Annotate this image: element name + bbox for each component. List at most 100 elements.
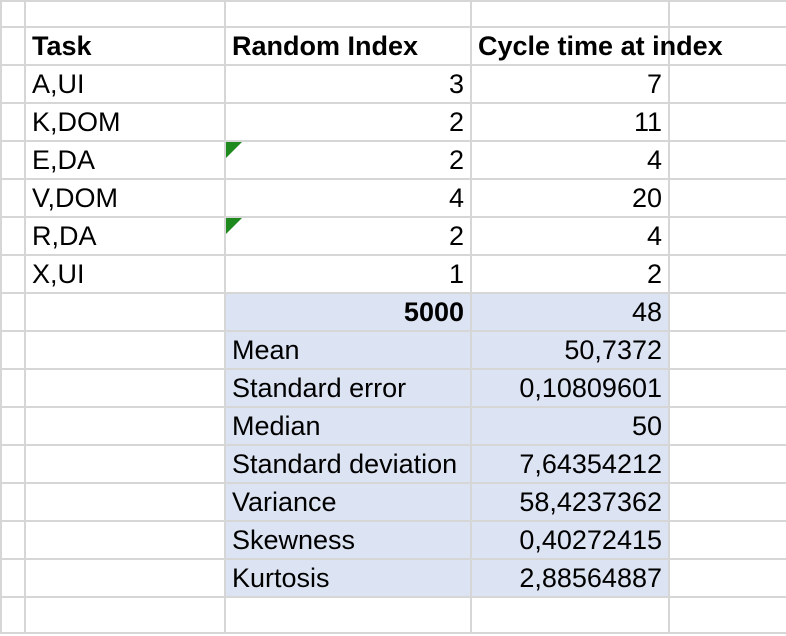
grid-cell[interactable] — [0, 368, 26, 408]
grid-cell[interactable] — [668, 558, 786, 598]
grid-cell[interactable] — [24, 444, 226, 484]
stat-value-cell[interactable]: 50,7372 — [470, 330, 670, 370]
stat-label-cell[interactable]: Median — [224, 406, 472, 446]
grid-cell[interactable] — [0, 26, 26, 66]
grid-cell[interactable] — [0, 520, 26, 560]
grid-cell[interactable] — [668, 102, 786, 142]
stat-row: Standard error 0,10809601 — [0, 368, 786, 408]
stat-label-cell[interactable]: Standard deviation — [224, 444, 472, 484]
cycle-time-cell[interactable]: 20 — [470, 178, 670, 218]
grid-cell[interactable] — [24, 558, 226, 598]
grid-cell[interactable] — [24, 520, 226, 560]
grid-cell[interactable] — [668, 216, 786, 256]
grid-cell[interactable] — [24, 406, 226, 446]
stat-row: Mean 50,7372 — [0, 330, 786, 370]
random-index-cell[interactable]: 2 — [224, 102, 472, 142]
comment-marker-icon[interactable] — [227, 219, 242, 234]
stat-label: Variance — [232, 487, 337, 517]
task-cell[interactable]: X,UI — [24, 254, 226, 294]
grid-cell[interactable] — [0, 406, 26, 446]
table-row: K,DOM 2 11 — [0, 102, 786, 142]
grid-cell[interactable] — [668, 482, 786, 522]
stat-label: Skewness — [232, 525, 356, 555]
grid-cell[interactable] — [0, 178, 26, 218]
random-index-value: 2 — [448, 145, 464, 175]
header-random-index-cell[interactable]: Random Index — [224, 26, 472, 66]
stat-value-cell[interactable]: 50 — [470, 406, 670, 446]
grid-cell[interactable] — [668, 64, 786, 104]
grid-cell[interactable] — [224, 596, 472, 634]
grid-cell[interactable] — [24, 330, 226, 370]
header-cycle-time-cell[interactable]: Cycle time at index — [470, 26, 723, 66]
grid-cell[interactable] — [24, 596, 226, 634]
grid-cell[interactable] — [668, 368, 786, 408]
stat-value-cell[interactable]: 58,4237362 — [470, 482, 670, 522]
grid-cell[interactable] — [0, 102, 26, 142]
table-row: V,DOM 4 20 — [0, 178, 786, 218]
grid-cell[interactable] — [24, 292, 226, 332]
grid-cell[interactable] — [24, 0, 226, 28]
grid-cell[interactable] — [668, 26, 786, 66]
grid-cell[interactable] — [0, 444, 26, 484]
task-cell[interactable]: V,DOM — [24, 178, 226, 218]
grid-cell[interactable] — [668, 520, 786, 560]
grid-cell[interactable] — [0, 140, 26, 180]
cycle-time-cell[interactable]: 2 — [470, 254, 670, 294]
cycle-time-cell[interactable]: 7 — [470, 64, 670, 104]
grid-cell[interactable] — [668, 254, 786, 294]
table-row: E,DA 2 4 — [0, 140, 786, 180]
cycle-time-cell[interactable]: 4 — [470, 216, 670, 256]
task-cell[interactable]: E,DA — [24, 140, 226, 180]
grid-cell[interactable] — [668, 0, 786, 28]
random-index-cell[interactable]: 1 — [224, 254, 472, 294]
stat-value-cell[interactable]: 2,88564887 — [470, 558, 670, 598]
grid-cell[interactable] — [668, 140, 786, 180]
random-index-cell[interactable]: 2 — [224, 216, 472, 256]
grid-cell[interactable] — [0, 596, 26, 634]
grid-cell[interactable] — [668, 596, 786, 634]
stat-label-cell[interactable]: Skewness — [224, 520, 472, 560]
summary-count-cell[interactable]: 5000 — [224, 292, 472, 332]
grid-cell[interactable] — [24, 368, 226, 408]
stat-value-cell[interactable]: 7,64354212 — [470, 444, 670, 484]
cycle-time-cell[interactable]: 4 — [470, 140, 670, 180]
grid-cell[interactable] — [0, 330, 26, 370]
grid-cell[interactable] — [668, 330, 786, 370]
summary-head-row: 5000 48 — [0, 292, 786, 332]
grid-cell[interactable] — [668, 178, 786, 218]
grid-cell[interactable] — [0, 292, 26, 332]
random-index-cell[interactable]: 4 — [224, 178, 472, 218]
random-index-cell[interactable]: 2 — [224, 140, 472, 180]
grid-cell[interactable] — [470, 0, 670, 28]
cycle-time-cell[interactable]: 11 — [470, 102, 670, 142]
stat-label: Standard error — [232, 373, 407, 403]
grid-row-bottom — [0, 596, 786, 634]
grid-cell[interactable] — [0, 64, 26, 104]
grid-cell[interactable] — [0, 0, 26, 28]
stat-label-cell[interactable]: Variance — [224, 482, 472, 522]
comment-marker-icon[interactable] — [227, 143, 242, 158]
grid-cell[interactable] — [668, 406, 786, 446]
grid-cell[interactable] — [0, 482, 26, 522]
task-cell[interactable]: A,UI — [24, 64, 226, 104]
grid-cell[interactable] — [668, 292, 786, 332]
grid-cell[interactable] — [0, 558, 26, 598]
header-task-cell[interactable]: Task — [24, 26, 226, 66]
summary-value-cell[interactable]: 48 — [470, 292, 670, 332]
stat-label-cell[interactable]: Kurtosis — [224, 558, 472, 598]
task-cell[interactable]: K,DOM — [24, 102, 226, 142]
grid-cell[interactable] — [24, 482, 226, 522]
stat-value-cell[interactable]: 0,10809601 — [470, 368, 670, 408]
stat-value-cell[interactable]: 0,40272415 — [470, 520, 670, 560]
random-index-cell[interactable]: 3 — [224, 64, 472, 104]
task-cell[interactable]: R,DA — [24, 216, 226, 256]
grid-cell[interactable] — [0, 216, 26, 256]
stat-label-cell[interactable]: Standard error — [224, 368, 472, 408]
stat-label-cell[interactable]: Mean — [224, 330, 472, 370]
stat-row: Kurtosis 2,88564887 — [0, 558, 786, 598]
grid-cell[interactable] — [224, 0, 472, 28]
grid-cell[interactable] — [668, 444, 786, 484]
grid-cell[interactable] — [0, 254, 26, 294]
grid-cell[interactable] — [470, 596, 670, 634]
